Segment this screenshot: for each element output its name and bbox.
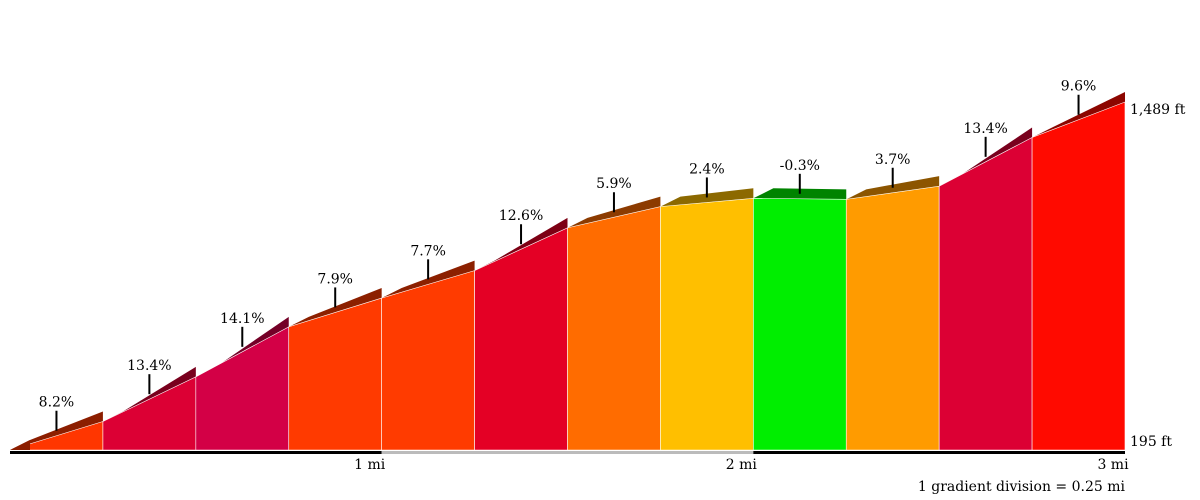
gradient-label: 9.6% [1061,79,1097,95]
segment-face [567,206,661,451]
gradient-label: 14.1% [220,311,264,327]
gradient-label: 7.9% [317,271,353,287]
gradient-label: 3.7% [875,152,911,168]
segment-face [845,185,940,451]
gradient-segments [9,92,1126,451]
gradient-label: -0.3% [780,158,820,174]
distance-axis: 1 mi 2 mi 3 mi [10,451,1129,473]
gradient-label: 7.7% [410,243,446,259]
distance-axis-bar [753,451,1125,454]
segment-face [474,227,568,451]
distance-tick-label: 3 mi [1097,457,1129,473]
gradient-labels: 8.2% 13.4% 14.1% 7.9% 7.7% 12.6% 5.9% 2.4% -0.3%… [39,79,1097,431]
max-elevation-label: 1,489 ft [1130,102,1186,118]
segment-face [753,197,847,451]
gradient-label: 13.4% [963,121,1007,137]
segment-top-face [660,188,754,207]
segment-face [1031,101,1126,451]
gradient-label: 12.6% [499,208,543,224]
distance-tick-label: 1 mi [354,457,386,473]
gradient-label: 13.4% [127,358,171,374]
distance-axis-bar [10,451,382,454]
min-elevation-label: 195 ft [1130,434,1172,450]
segment-face [660,197,754,451]
segment-face [938,137,1033,451]
gradient-division-note: 1 gradient division = 0.25 mi [918,479,1126,495]
gradient-label: 2.4% [689,161,725,177]
gradient-label: 5.9% [596,176,632,192]
distance-tick-label: 2 mi [726,457,758,473]
gradient-label: 8.2% [39,395,75,411]
distance-axis-bar [381,451,754,454]
segment-top-face [10,440,30,450]
segment-face [381,270,475,451]
